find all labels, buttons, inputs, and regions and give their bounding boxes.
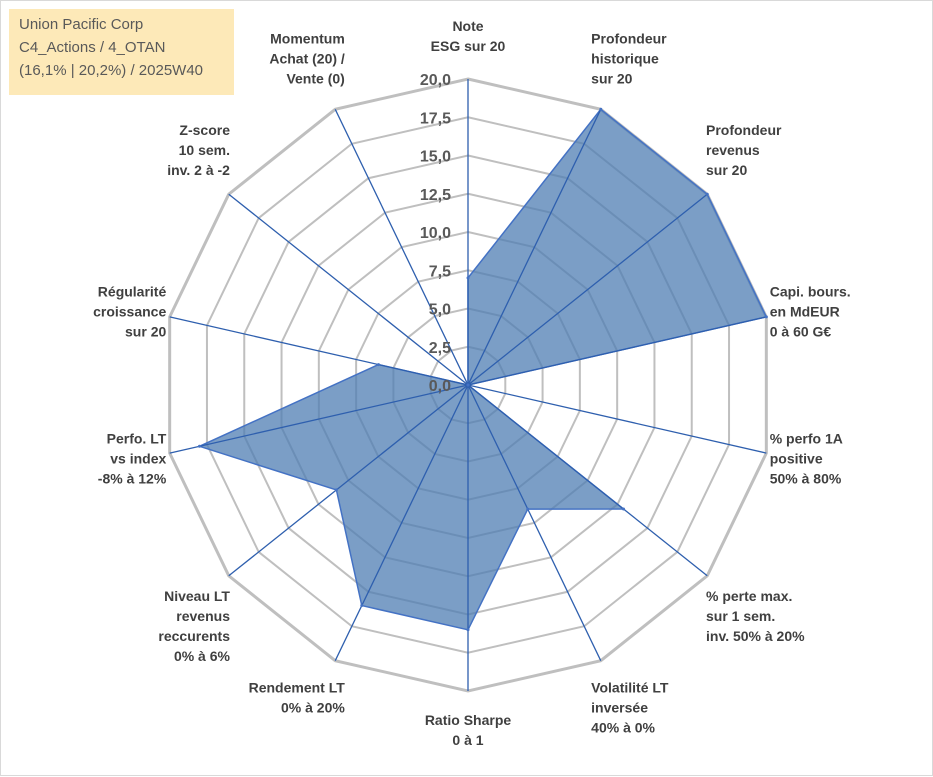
axis-label: Régularité croissance sur 20: [93, 284, 166, 340]
axis-label: Niveau LT revenus reccurents 0% à 6%: [158, 588, 230, 664]
axis-spoke: [467, 384, 708, 577]
tick-label: 2,5: [429, 340, 451, 357]
tick-label: 7,5: [429, 263, 451, 280]
data-point: [466, 383, 470, 387]
data-point: [377, 363, 381, 367]
axis-label: % perte max. sur 1 sem. inv. 50% à 20%: [706, 588, 805, 644]
company-name: Union Pacific Corp: [19, 16, 144, 33]
data-point: [622, 507, 626, 511]
axis-label: Note ESG sur 20: [431, 18, 506, 54]
axis-label: Capi. bours. en MdEUR 0 à 60 G€: [770, 284, 851, 340]
data-series-area: [197, 108, 768, 631]
axis-spoke: [467, 109, 602, 386]
tick-label: 0,0: [429, 378, 451, 395]
axis-label: % perfo 1A positive 50% à 80%: [770, 430, 843, 486]
tick-label: 17,5: [420, 110, 451, 127]
data-point: [764, 315, 768, 319]
axis-spoke: [467, 316, 767, 386]
axis-spoke: [228, 384, 469, 577]
axis-label: Profondeur historique sur 20: [591, 31, 667, 87]
tick-label: 20,0: [420, 72, 451, 89]
axis-label: Perfo. LT vs index -8% à 12%: [98, 430, 167, 486]
axis-spoke: [467, 193, 708, 386]
axis-label: Profondeur revenus sur 20: [706, 122, 782, 178]
data-point: [466, 628, 470, 632]
axis-spoke: [334, 384, 469, 661]
axis-spoke: [467, 384, 602, 661]
tick-label: 12,5: [420, 187, 451, 204]
tick-label: 15,0: [420, 149, 451, 166]
category-label: C4_Actions / 4_OTAN: [19, 39, 166, 56]
axis-label: Rendement LT 0% à 20%: [249, 679, 346, 715]
data-point: [466, 276, 470, 280]
axis-spoke: [169, 384, 469, 454]
axis-label: Volatilité LT inversée 40% à 0%: [591, 679, 669, 735]
data-point: [334, 488, 338, 492]
info-box: Union Pacific Corp C4_Actions / 4_OTAN (…: [9, 9, 234, 95]
data-point: [360, 604, 364, 608]
axis-label: Z-score 10 sem. inv. 2 à -2: [167, 122, 230, 178]
axis-label: Momentum Achat (20) / Vente (0): [269, 31, 345, 87]
data-point: [705, 192, 709, 196]
axis-label: Ratio Sharpe 0 à 1: [425, 712, 512, 748]
data-point: [198, 444, 202, 448]
axis-spoke: [334, 109, 469, 386]
axis-spoke: [467, 384, 767, 454]
tick-label: 10,0: [420, 225, 451, 242]
data-point: [599, 107, 603, 111]
axis-spoke: [169, 316, 469, 386]
details-label: (16,1% | 20,2%) / 2025W40: [19, 62, 203, 79]
data-point: [526, 507, 530, 511]
tick-label: 5,0: [429, 302, 451, 319]
axis-spoke: [228, 193, 469, 386]
